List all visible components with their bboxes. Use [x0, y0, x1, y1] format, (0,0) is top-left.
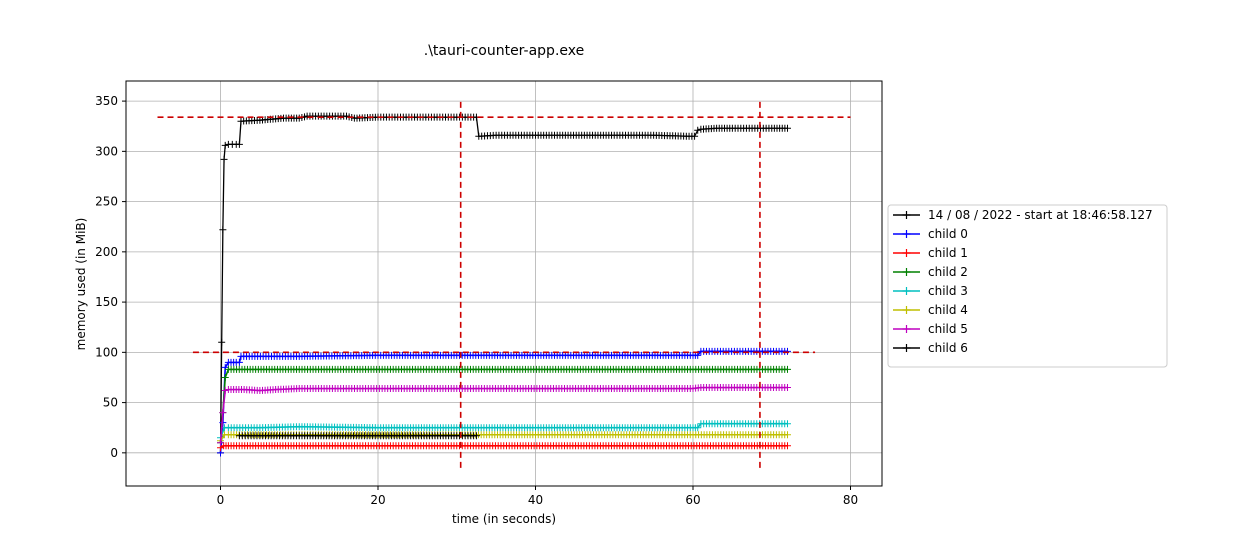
chart-title: .\tauri-counter-app.exe	[424, 43, 584, 59]
x-axis-label: time (in seconds)	[452, 512, 556, 526]
legend-swatch-marker	[902, 306, 911, 314]
legend: 14 / 08 / 2022 - start at 18:46:58.127 ch…	[887, 204, 1168, 368]
series-2	[217, 442, 791, 452]
series-markers	[217, 347, 791, 457]
series-6	[217, 384, 791, 447]
x-tick-label: 20	[370, 493, 385, 507]
series-1	[217, 347, 791, 457]
legend-swatch-marker	[902, 249, 911, 257]
legend-swatch-marker	[902, 344, 911, 352]
legend-item: child 4	[893, 303, 968, 317]
axes-frame	[125, 80, 883, 487]
legend-swatch-marker	[902, 230, 911, 238]
series-markers	[217, 384, 791, 447]
series-markers	[217, 420, 791, 442]
legend-item: child 6	[893, 341, 968, 355]
legend-label: child 6	[928, 341, 968, 355]
series-7	[235, 432, 480, 440]
legend-label: child 2	[928, 265, 968, 279]
series-4	[217, 420, 791, 442]
plot-area: 0 20 40 60 80 0 50 100 150 200 250 300 350	[95, 80, 883, 507]
legend-item: child 0	[893, 227, 968, 241]
y-tick-label: 150	[95, 295, 118, 309]
legend-item: child 1	[893, 246, 968, 260]
legend-item: child 2	[893, 265, 968, 279]
legend-swatch-marker	[902, 211, 911, 219]
y-tick-label: 200	[95, 245, 118, 259]
legend-label: child 4	[928, 303, 968, 317]
legend-label: child 5	[928, 322, 968, 336]
y-tick-label: 0	[110, 446, 118, 460]
series-0	[217, 112, 791, 457]
legend-swatch-marker	[902, 287, 911, 295]
series-markers	[217, 112, 791, 457]
x-tick-label: 80	[843, 493, 858, 507]
series-markers	[235, 432, 480, 440]
legend-swatch-marker	[902, 325, 911, 333]
legend-swatch-marker	[902, 268, 911, 276]
legend-item: child 5	[893, 322, 968, 336]
y-axis-label: memory used (in MiB)	[74, 218, 88, 351]
legend-frame	[887, 204, 1168, 368]
legend-label: child 1	[928, 246, 968, 260]
series-line	[219, 368, 788, 443]
x-tick-label: 0	[217, 493, 225, 507]
series-line	[219, 350, 788, 453]
legend-item: 14 / 08 / 2022 - start at 18:46:58.127	[893, 208, 1153, 222]
x-tick-label: 40	[528, 493, 543, 507]
series-markers	[217, 442, 791, 452]
y-tick-label: 100	[95, 345, 118, 359]
x-tick-label: 60	[685, 493, 700, 507]
y-tick-label: 50	[103, 396, 118, 410]
y-tick-label: 350	[95, 94, 118, 108]
legend-label: child 3	[928, 284, 968, 298]
legend-label: 14 / 08 / 2022 - start at 18:46:58.127	[928, 208, 1153, 222]
y-tick-label: 300	[95, 144, 118, 158]
legend-item: child 3	[893, 284, 968, 298]
y-tick-label: 250	[95, 195, 118, 209]
legend-label: child 0	[928, 227, 968, 241]
